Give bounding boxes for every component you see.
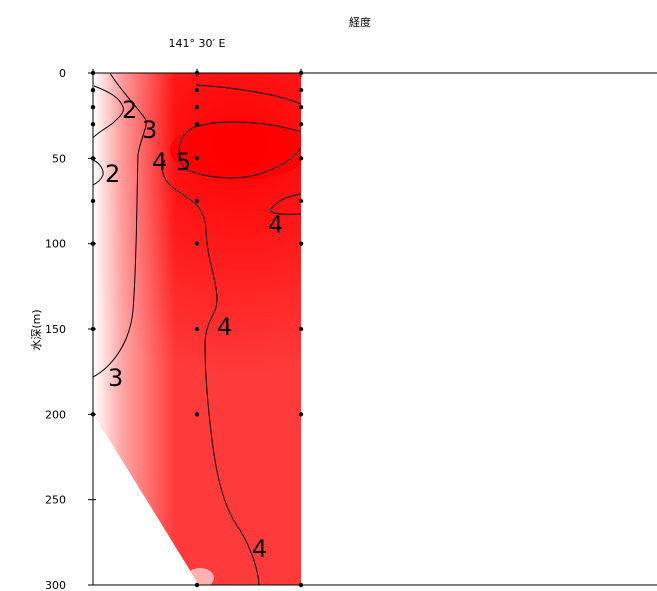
sample-point — [194, 87, 200, 93]
sample-point — [90, 241, 96, 246]
sample-point — [298, 87, 304, 93]
sample-point — [194, 156, 200, 161]
y-tick-label: 150 — [45, 323, 66, 336]
sample-point — [298, 582, 304, 588]
contour-line-4-main — [162, 84, 302, 586]
sample-point — [90, 122, 96, 127]
contour-label: 2 — [122, 96, 137, 124]
sample-point — [298, 412, 304, 417]
x-ticks — [92, 69, 302, 77]
sample-point — [194, 326, 200, 332]
sample-point — [298, 326, 304, 332]
sample-point — [90, 412, 96, 417]
y-tick-label: 0 — [59, 67, 66, 80]
contour-line-2-top — [92, 85, 124, 139]
contour-label: 4 — [152, 148, 167, 176]
sample-point — [90, 198, 96, 204]
sample-points — [90, 70, 304, 588]
contour-labels: 2 2 3 3 4 4 4 4 5 — [105, 96, 283, 563]
y-tick-label: 50 — [52, 152, 66, 165]
sample-point — [90, 326, 96, 332]
contour-label: 3 — [142, 116, 157, 144]
y-tick-label: 200 — [45, 408, 66, 421]
sample-point — [194, 582, 200, 588]
contour-label: 3 — [108, 364, 123, 392]
contour-line-3 — [92, 72, 147, 378]
contour-line-4-right — [269, 193, 302, 215]
y-ticks: 0 50 100 150 200 250 300 — [45, 67, 96, 591]
color-field — [93, 73, 301, 585]
y-tick-label: 100 — [45, 238, 66, 251]
sample-point — [90, 156, 96, 161]
contour-label: 4 — [268, 211, 283, 239]
x-tick-label: 141° 30′ E — [169, 37, 226, 50]
contour-label: 4 — [217, 313, 232, 341]
sample-point — [298, 198, 304, 204]
contour-label: 5 — [176, 148, 191, 176]
contour-label: 4 — [252, 535, 267, 563]
sample-point — [298, 122, 304, 127]
sample-point — [194, 122, 200, 127]
sample-point — [194, 198, 200, 204]
contour-line-2-mid — [92, 159, 104, 186]
sample-point — [90, 104, 96, 110]
y-axis-title: 水深(m) — [30, 309, 43, 350]
contour-lines — [92, 72, 302, 586]
sample-point — [194, 104, 200, 110]
y-tick-label: 250 — [45, 494, 66, 507]
sample-point — [298, 104, 304, 110]
y-tick-label: 300 — [45, 579, 66, 591]
sample-point — [194, 241, 200, 246]
sample-point — [90, 87, 96, 93]
sample-point — [298, 156, 304, 161]
sample-point — [194, 412, 200, 417]
contour-line-5 — [178, 121, 302, 179]
x-axis-title: 経度 — [349, 15, 371, 29]
sample-point — [298, 241, 304, 246]
contour-label: 2 — [105, 160, 120, 188]
